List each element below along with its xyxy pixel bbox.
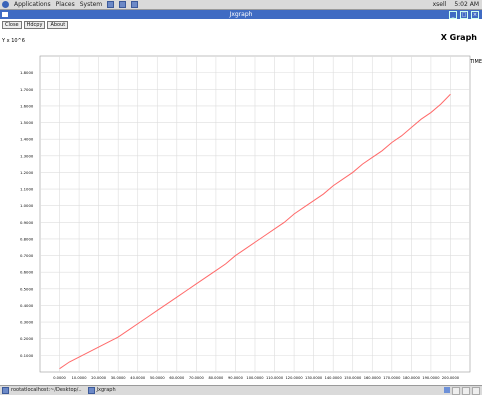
- about-button[interactable]: About: [47, 21, 69, 29]
- y-tick-label: 1.2000: [20, 170, 34, 175]
- x-tick-label: 50.0000: [150, 376, 166, 380]
- x-tick-label: 160.0000: [364, 376, 382, 380]
- y-tick-label: 0.4000: [20, 303, 34, 308]
- y-tick-label: 1.5000: [20, 120, 34, 125]
- minimize-icon[interactable]: _: [449, 11, 457, 19]
- x-tick-label: 0.0000: [53, 376, 66, 380]
- terminal-icon: [2, 387, 9, 394]
- y-tick-label: 0.7000: [20, 253, 34, 258]
- series-line: [59, 93, 451, 370]
- x-tick-label: 90.0000: [228, 376, 244, 380]
- y-tick-label: 0.1000: [20, 353, 34, 358]
- close-icon[interactable]: ×: [471, 11, 479, 19]
- window-titlebar: Jxgraph _ □ ×: [0, 10, 482, 19]
- y-units-label: Y x 10^6: [2, 38, 25, 44]
- y-tick-label: 1.4000: [20, 137, 34, 142]
- launcher-icon[interactable]: [131, 1, 139, 8]
- x-tick-label: 150.0000: [344, 376, 362, 380]
- taskbar-item-label: Jxgraph: [96, 387, 116, 393]
- taskbar-item-label: rootatlocalhost:~/Desktop/..: [11, 387, 82, 393]
- y-tick-label: 1.1000: [20, 187, 34, 192]
- close-button[interactable]: Close: [2, 21, 22, 29]
- user-name[interactable]: xsell: [432, 1, 447, 8]
- window-title: Jxgraph: [229, 11, 253, 18]
- y-tick-label: 1.8000: [20, 70, 34, 75]
- y-tick-label: 1.0000: [20, 203, 34, 208]
- clock[interactable]: 5:02 AM: [454, 1, 479, 8]
- x-tick-label: 140.0000: [325, 376, 343, 380]
- menu-system[interactable]: System: [79, 1, 103, 8]
- launcher-icon[interactable]: [107, 1, 115, 8]
- top-panel-right: xsell 5:02 AM: [433, 0, 479, 9]
- menu-applications[interactable]: Applications: [14, 1, 51, 8]
- hardcopy-button[interactable]: Hdcpy: [23, 21, 46, 29]
- graph-button-row: Close Hdcpy About: [2, 21, 69, 29]
- x-tick-label: 190.0000: [422, 376, 440, 380]
- workspace-1[interactable]: [444, 387, 450, 393]
- graph-title: X Graph: [440, 33, 477, 42]
- window-icon: [87, 387, 95, 394]
- x-tick-label: 70.0000: [189, 376, 205, 380]
- x-tick-label: 130.0000: [305, 376, 323, 380]
- y-tick-label: 1.7000: [20, 87, 34, 92]
- y-tick-label: 0.9000: [20, 220, 34, 225]
- x-tick-label: 200.0000: [442, 376, 460, 380]
- x-tick-label: 60.0000: [169, 376, 185, 380]
- y-tick-label: 0.5000: [20, 286, 34, 291]
- x-tick-label: 80.0000: [208, 376, 224, 380]
- x-tick-label: 120.0000: [286, 376, 304, 380]
- window-menu-icon[interactable]: [2, 12, 8, 17]
- y-tick-label: 0.8000: [20, 236, 34, 241]
- x-tick-label: 40.0000: [130, 376, 146, 380]
- menu-places[interactable]: Places: [55, 1, 75, 8]
- x-tick-label: 100.0000: [246, 376, 264, 380]
- y-tick-label: 0.6000: [20, 270, 34, 275]
- x-tick-label: 180.0000: [403, 376, 421, 380]
- x-tick-label: 20.0000: [91, 376, 107, 380]
- launcher-icon[interactable]: [119, 1, 127, 8]
- x-tick-label: 30.0000: [111, 376, 127, 380]
- top-panel: Applications Places System xsell 5:02 AM: [0, 0, 482, 10]
- x-tick-label: 10.0000: [72, 376, 88, 380]
- x-tick-label: 110.0000: [266, 376, 284, 380]
- y-tick-label: 0.3000: [20, 320, 34, 325]
- x-tick-label: 170.0000: [383, 376, 401, 380]
- maximize-icon[interactable]: □: [460, 11, 468, 19]
- top-panel-menus: Applications Places System: [2, 0, 139, 9]
- y-tick-label: 0.2000: [20, 336, 34, 341]
- x-units-label: TIME: [469, 59, 482, 65]
- y-tick-label: 1.6000: [20, 103, 34, 108]
- gnome-foot-icon[interactable]: [2, 1, 9, 8]
- window-controls: _ □ ×: [449, 11, 479, 19]
- y-tick-label: 1.3000: [20, 153, 34, 158]
